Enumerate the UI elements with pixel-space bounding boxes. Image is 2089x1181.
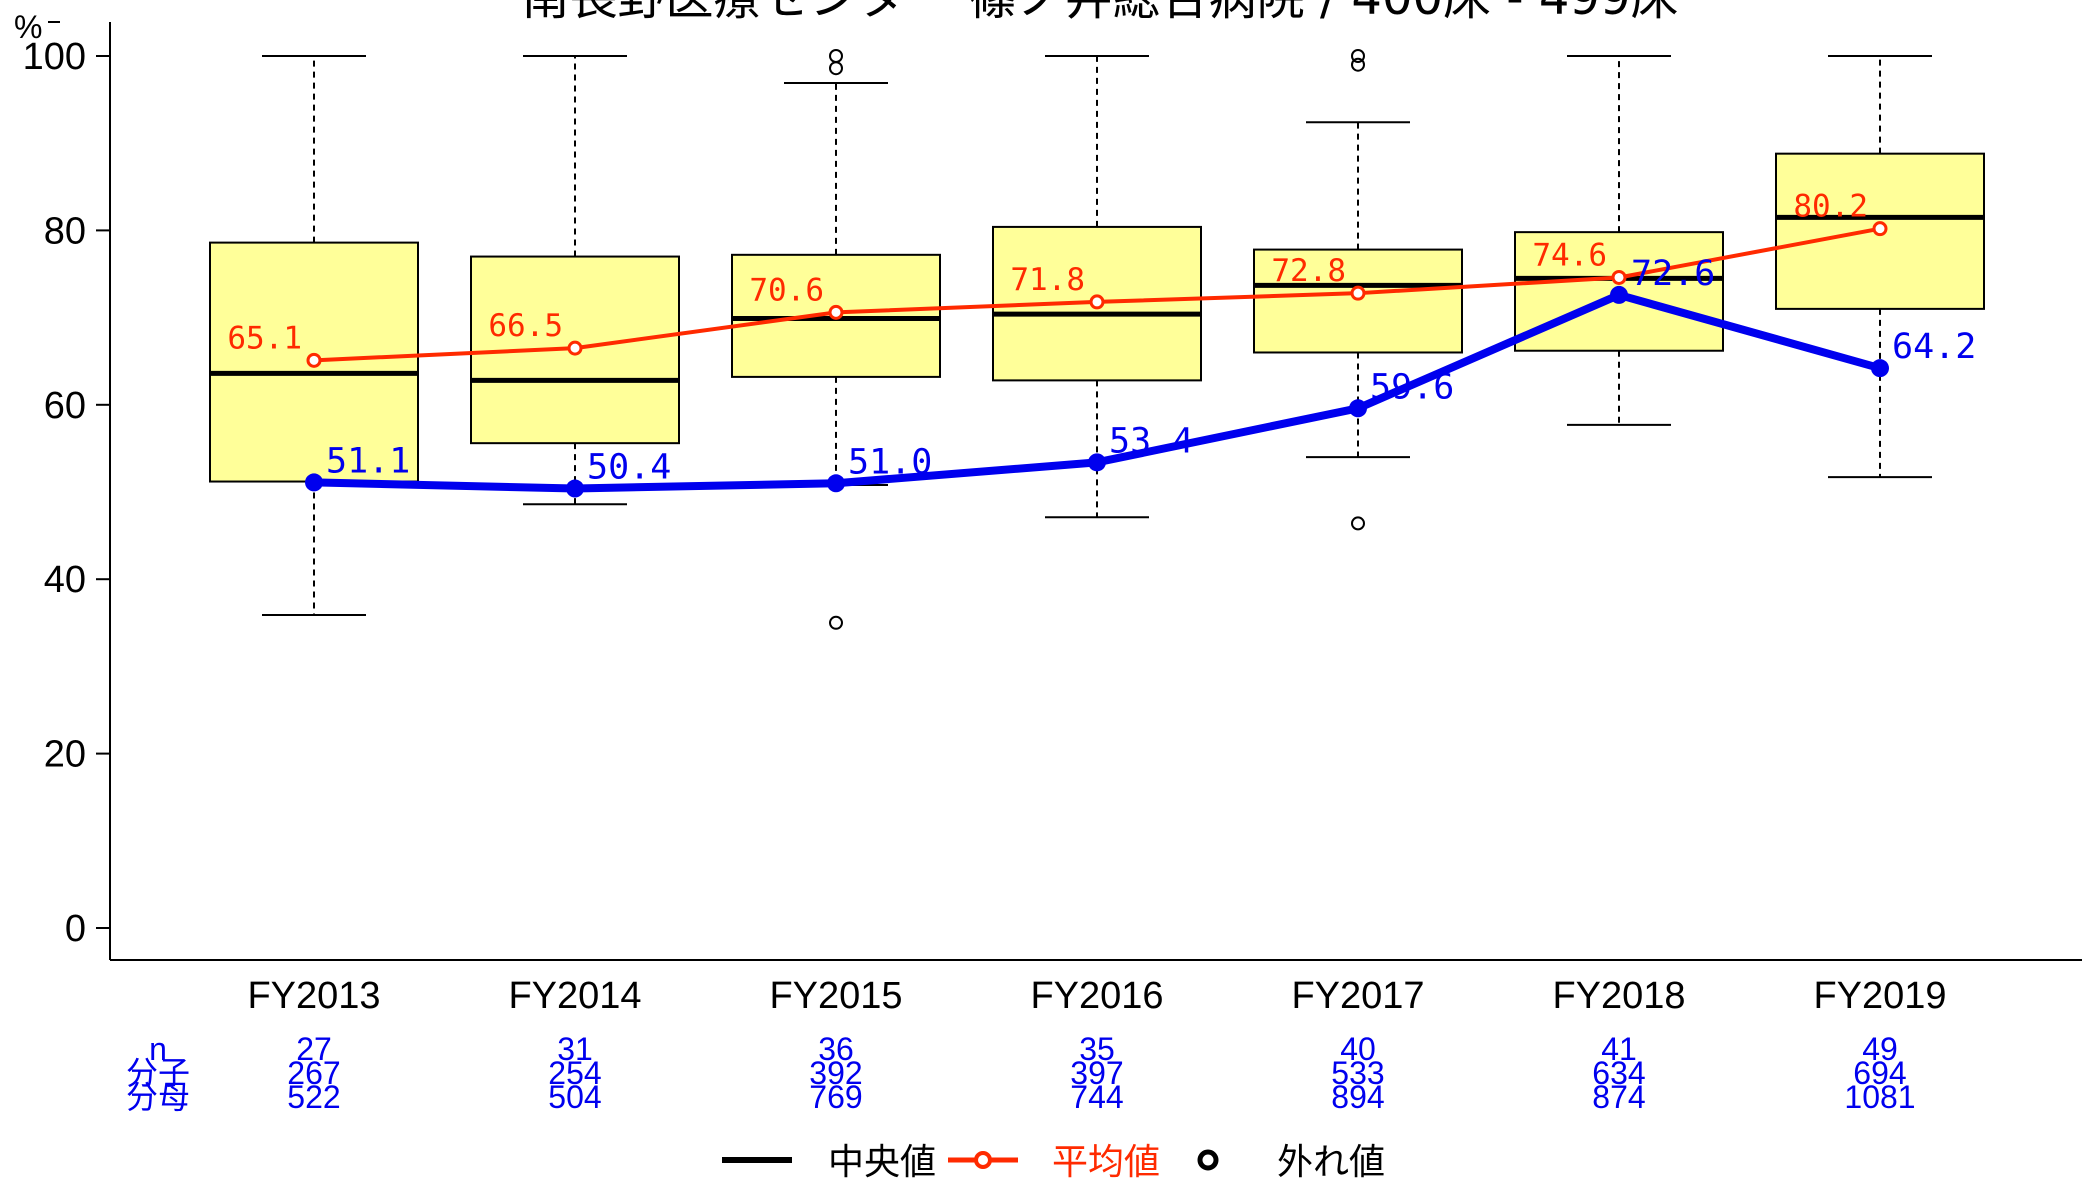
count-cell: 49 bbox=[1862, 1031, 1898, 1067]
mean-value-label: 80.2 bbox=[1793, 189, 1868, 225]
box-plots bbox=[209, 49, 1985, 630]
count-cell: 27 bbox=[296, 1031, 332, 1067]
count-cell: 504 bbox=[548, 1079, 601, 1115]
legend-mean-label: 平均値 bbox=[1052, 1142, 1160, 1181]
x-tick-label: FY2016 bbox=[1030, 975, 1163, 1017]
count-table: n 27 31 36 35 40 41 49 分子 267 254 392 397 533 634 694 分母… bbox=[126, 1031, 1916, 1115]
count-cell: 874 bbox=[1592, 1079, 1645, 1115]
legend-median-label: 中央値 bbox=[828, 1142, 936, 1181]
x-tick-label: FY2019 bbox=[1813, 975, 1946, 1017]
count-cell: 31 bbox=[557, 1031, 593, 1067]
mean-point bbox=[567, 340, 583, 356]
legend: 中央値 平均値 外れ値 bbox=[722, 1142, 1385, 1181]
x-tick-label: FY2018 bbox=[1552, 975, 1685, 1017]
legend-outlier-label: 外れ値 bbox=[1277, 1142, 1385, 1181]
count-cell: 36 bbox=[818, 1031, 854, 1067]
outlier-point bbox=[829, 49, 843, 63]
hospital-point bbox=[566, 479, 584, 498]
box-FY2014 bbox=[470, 55, 680, 506]
outlier-point bbox=[1351, 57, 1365, 72]
count-cell: 1081 bbox=[1844, 1079, 1915, 1115]
y-tick-label: 40 bbox=[44, 559, 86, 601]
hospital-value-label: 51.0 bbox=[848, 442, 932, 482]
hospital-point bbox=[827, 474, 845, 493]
hospital-point bbox=[1871, 359, 1889, 378]
count-cell: 744 bbox=[1070, 1079, 1123, 1115]
mean-point bbox=[1350, 285, 1366, 301]
x-tick-label: FY2013 bbox=[247, 975, 380, 1017]
y-tick-label: 80 bbox=[44, 210, 86, 252]
x-tick-label: FY2014 bbox=[508, 975, 641, 1017]
count-cell: 634 bbox=[1592, 1055, 1645, 1091]
hospital-point bbox=[1349, 399, 1367, 418]
box-iqr bbox=[1253, 248, 1463, 354]
mean-value-label: 70.6 bbox=[749, 272, 824, 308]
mean-value-label: 66.5 bbox=[488, 308, 563, 344]
x-tick-label: FY2015 bbox=[769, 975, 902, 1017]
count-cell: 267 bbox=[287, 1055, 340, 1091]
box-FY2019 bbox=[1775, 55, 1985, 479]
y-tick-label: 0 bbox=[65, 908, 86, 950]
y-tick-label: 100 bbox=[23, 36, 86, 78]
outlier-point bbox=[829, 615, 843, 630]
count-cell: 522 bbox=[287, 1079, 340, 1115]
hospital-value-label: 50.4 bbox=[587, 448, 671, 488]
hospital-value-label: 64.2 bbox=[1892, 327, 1976, 367]
count-row-label: n bbox=[149, 1031, 167, 1067]
box-FY2015 bbox=[731, 49, 941, 630]
hospital-value-label: 51.1 bbox=[326, 441, 410, 481]
count-cell: 694 bbox=[1853, 1055, 1906, 1091]
count-cell: 533 bbox=[1331, 1055, 1384, 1091]
count-cell: 392 bbox=[809, 1055, 862, 1091]
count-cell: 769 bbox=[809, 1079, 862, 1115]
hospital-value-label: 72.6 bbox=[1631, 254, 1715, 294]
count-cell: 397 bbox=[1070, 1055, 1123, 1091]
count-cell: 894 bbox=[1331, 1079, 1384, 1115]
mean-point bbox=[306, 352, 322, 368]
box-FY2017 bbox=[1253, 49, 1463, 531]
hospital-point bbox=[1610, 285, 1628, 304]
mean-point bbox=[828, 304, 844, 320]
hospital-value-label: 53.4 bbox=[1109, 421, 1193, 461]
outlier-point bbox=[829, 61, 843, 76]
count-cell: 41 bbox=[1601, 1031, 1637, 1067]
mean-value-label: 65.1 bbox=[227, 320, 302, 356]
y-axis-unit: % bbox=[14, 9, 42, 45]
outlier-point bbox=[1351, 49, 1365, 63]
hospital-point bbox=[1088, 453, 1106, 472]
box-FY2013 bbox=[209, 55, 419, 616]
hospital-value-label: 59.6 bbox=[1370, 367, 1454, 407]
legend-outlier-marker bbox=[1197, 1149, 1219, 1171]
chart-title: 南長野医療センター 篠ノ井総合病院 / 400床 - 499床 bbox=[521, 0, 1678, 26]
count-row-label: 分母 bbox=[126, 1079, 190, 1115]
series-lines: 51.1 50.4 51.0 53.4 59.6 72.6 64.2 65.1 66.5 70.6… bbox=[227, 189, 1976, 498]
y-axis-ticks: 0 20 40 60 80 100 bbox=[23, 36, 110, 950]
x-tick-label: FY2017 bbox=[1291, 975, 1424, 1017]
x-axis-ticks: FY2013 FY2014 FY2015 FY2016 FY2017 FY2018 FY20… bbox=[247, 975, 1946, 1017]
count-cell: 35 bbox=[1079, 1031, 1115, 1067]
mean-value-label: 71.8 bbox=[1010, 262, 1085, 298]
mean-point bbox=[1611, 269, 1627, 285]
count-cell: 254 bbox=[548, 1055, 601, 1091]
hospital-point bbox=[305, 473, 323, 492]
outlier-point bbox=[1351, 516, 1365, 531]
mean-value-label: 72.8 bbox=[1271, 253, 1346, 289]
legend-mean-marker bbox=[974, 1151, 992, 1169]
y-tick-label: 60 bbox=[44, 385, 86, 427]
mean-point bbox=[1872, 221, 1888, 237]
count-cell: 40 bbox=[1340, 1031, 1376, 1067]
y-tick-label: 20 bbox=[44, 734, 86, 776]
count-row-label: 分子 bbox=[126, 1055, 190, 1091]
mean-point bbox=[1089, 294, 1105, 310]
mean-value-label: 74.6 bbox=[1532, 237, 1607, 273]
